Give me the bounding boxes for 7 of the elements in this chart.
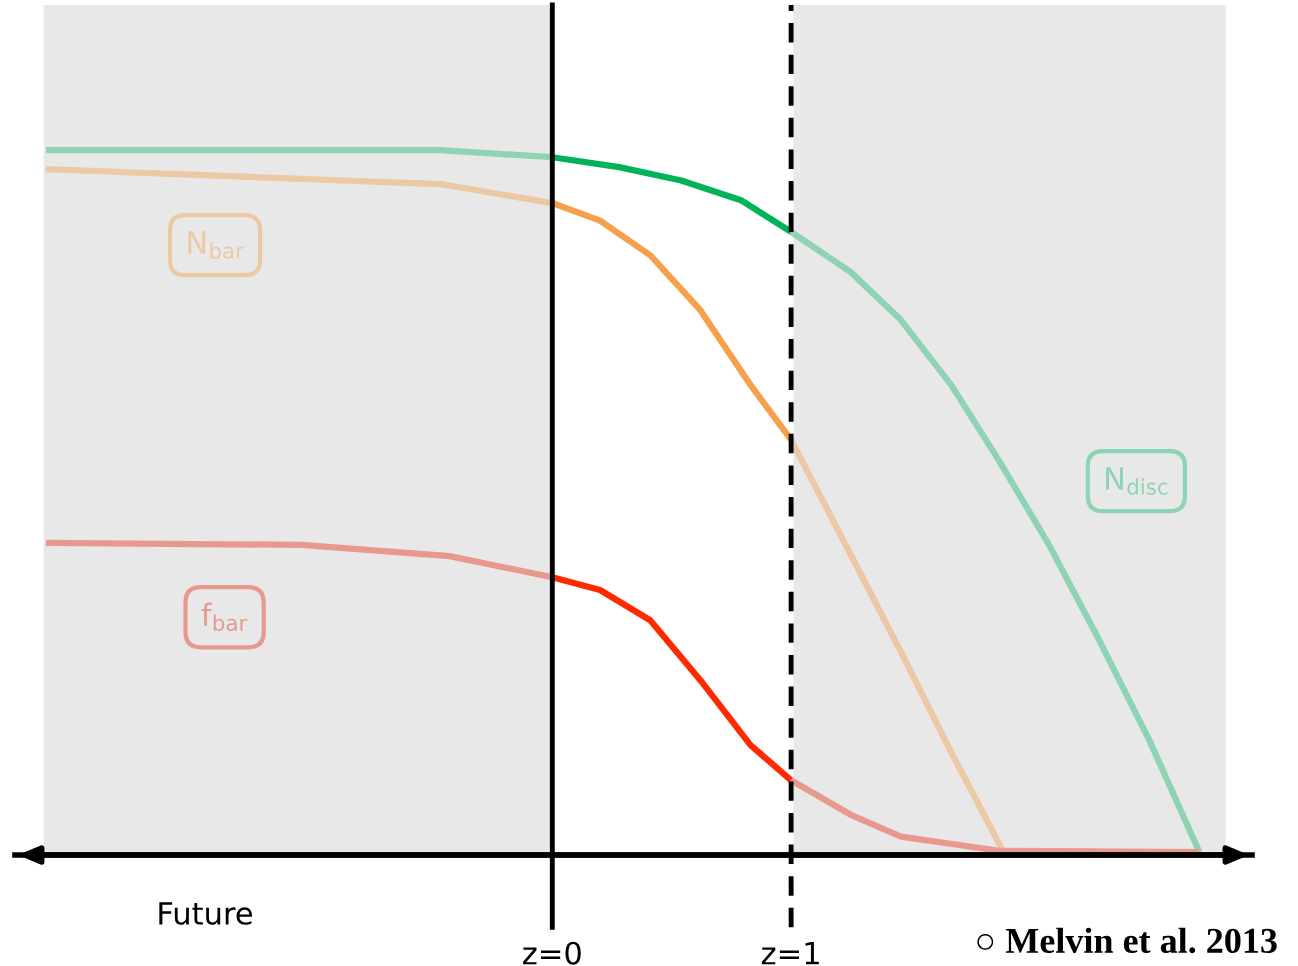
series-label: N$_{bar}$ [188,231,244,259]
text: Future [159,902,253,925]
x-tick-label: z=1 [761,942,819,965]
text: ○ Melvin et al. 2013 [977,927,1277,954]
text: N$_{disc}$ [1106,467,1168,495]
x-tick-label: z=0 [523,941,581,965]
series-label: f$_{bar}$ [201,602,248,632]
